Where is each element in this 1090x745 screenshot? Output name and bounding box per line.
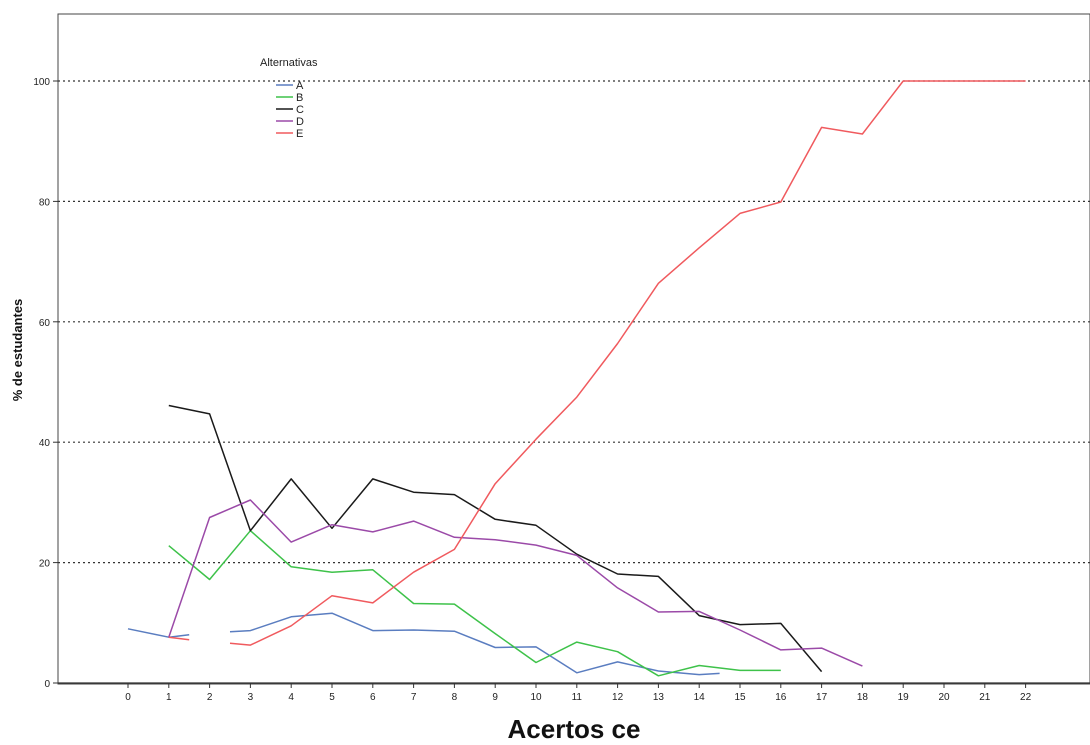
series-line-B-0: [168, 529, 781, 677]
x-tick-label: 3: [248, 692, 254, 703]
x-tick-label: 14: [694, 692, 706, 703]
series-lines: [127, 80, 1026, 677]
x-tick-label: 18: [857, 692, 869, 703]
series-line-D-0: [168, 499, 863, 667]
x-tick-label: 15: [734, 692, 746, 703]
series-line-E-1: [229, 80, 1026, 646]
x-tick-label: 0: [125, 692, 131, 703]
legend-entry-D: D: [296, 116, 304, 128]
x-tick-label: 7: [411, 692, 417, 703]
y-tick-label: 80: [39, 197, 51, 208]
x-tick-label: 9: [492, 692, 498, 703]
x-axis-ticks: 0 1 2 3 4 5 6 7 8 9 10 11 12 13 14 15 16 17 18 19 20 21 22: [125, 683, 1032, 703]
x-tick-label: 4: [288, 692, 294, 703]
x-tick-label: 1: [166, 692, 172, 703]
series-line-C-0: [168, 404, 823, 673]
y-tick-label: 20: [39, 559, 51, 570]
legend-title: Alternativas: [260, 57, 318, 69]
y-axis-ticks: 0 20 40 60 80 100: [33, 77, 58, 690]
legend-entry-B: B: [296, 92, 303, 104]
x-tick-label: 2: [207, 692, 213, 703]
x-tick-label: 19: [898, 692, 910, 703]
y-axis-label: % de estudantes: [10, 299, 25, 402]
x-tick-label: 20: [938, 692, 950, 703]
x-tick-label: 13: [653, 692, 665, 703]
x-axis-label: Acertos ce: [508, 714, 641, 744]
legend-entry-E: E: [296, 128, 303, 140]
y-tick-label: 40: [39, 438, 51, 449]
x-tick-label: 22: [1020, 692, 1032, 703]
x-tick-label: 8: [452, 692, 458, 703]
y-tick-label: 0: [44, 679, 50, 690]
plot-frame: [57, 13, 1090, 685]
x-tick-label: 11: [572, 692, 583, 703]
y-tick-label: 60: [39, 318, 51, 329]
x-tick-label: 17: [816, 692, 828, 703]
grid-lines: [58, 80, 1090, 684]
x-tick-label: 12: [612, 692, 624, 703]
x-tick-label: 5: [329, 692, 335, 703]
x-tick-label: 21: [979, 692, 991, 703]
series-line-A-1: [229, 612, 720, 676]
series-line-A-0: [127, 628, 190, 638]
legend-entry-C: C: [296, 104, 304, 116]
x-tick-label: 10: [530, 692, 542, 703]
x-tick-label: 6: [370, 692, 376, 703]
legend-entry-A: A: [296, 80, 304, 92]
x-tick-label: 16: [775, 692, 787, 703]
y-tick-label: 100: [33, 77, 50, 88]
series-line-E-0: [168, 636, 190, 641]
